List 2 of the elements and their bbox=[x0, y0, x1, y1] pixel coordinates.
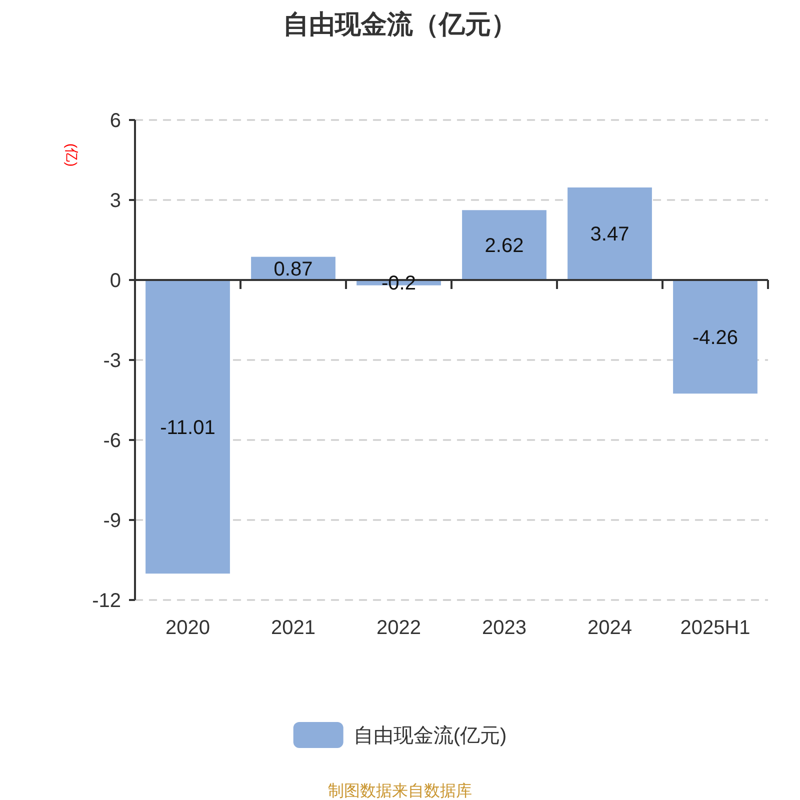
title: 自由现金流（亿元） bbox=[283, 9, 517, 39]
legend-label: 自由现金流(亿元) bbox=[353, 725, 507, 747]
